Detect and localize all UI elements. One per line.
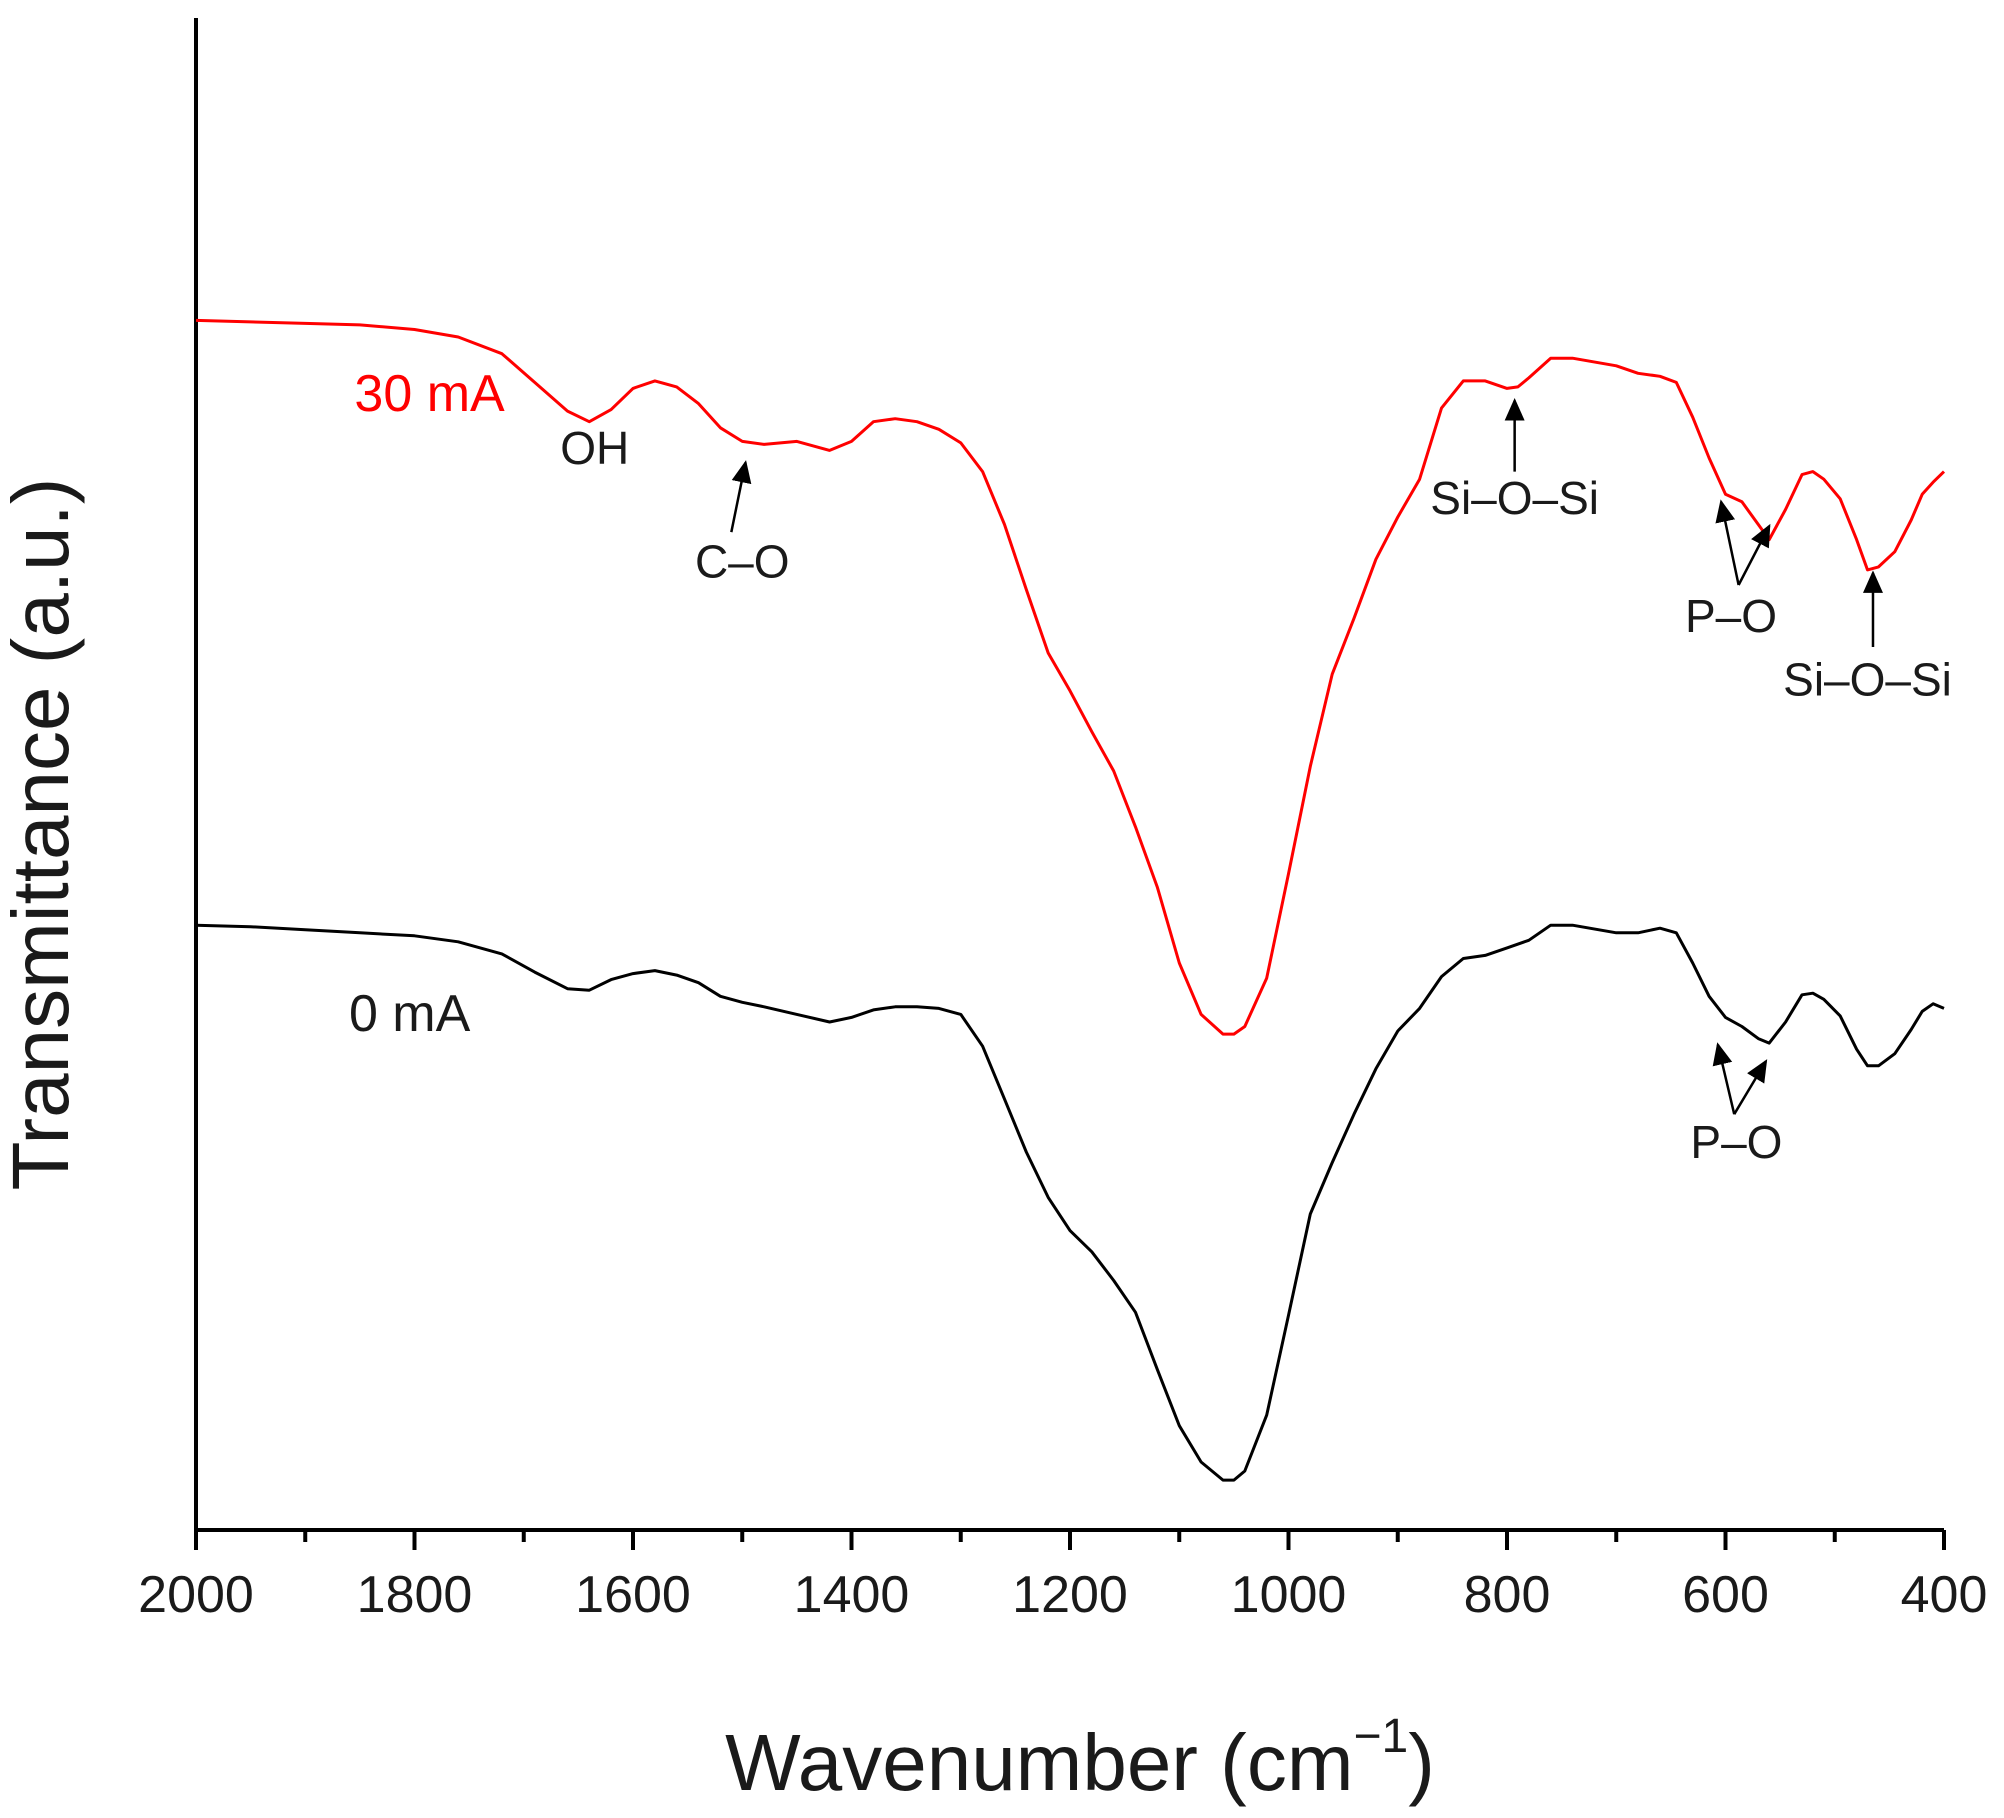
x-axis-title-superscript: −1 [1353,1710,1408,1763]
annotation-arrow [730,460,752,533]
series-line-0-ma [195,923,1945,1482]
annotations: OHC–OSi–O–SiP–OSi–O–SiP–O [560,398,1952,1168]
series-labels: 30 mA 0 mA [349,365,505,1043]
x-tick-label: 1200 [1012,1566,1128,1624]
plot-area [194,18,1944,1532]
x-tick-label: 1600 [575,1566,691,1624]
x-axis-ticks: 2000 1800 1600 1400 1200 1000 800 600 400 [138,1530,1987,1624]
annotation-arrow [1737,523,1771,586]
series-layer [195,318,1946,1482]
x-tick-label: 1000 [1231,1566,1347,1624]
peak-annotation: OH [560,422,629,474]
x-tick-label: 2000 [138,1566,254,1624]
x-tick-label: 600 [1682,1566,1769,1624]
x-axis-title: Wavenumber (cm−1) [725,1710,1435,1807]
peak-annotation: Si–O–Si [1783,653,1952,705]
y-axis-title: Transmittance (a.u.) [0,478,85,1191]
x-tick-label: 1800 [357,1566,473,1624]
annotation-arrow [1715,499,1740,586]
annotation-arrow [1712,1042,1736,1115]
series-line-30-ma [195,318,1946,1036]
x-tick-label: 1400 [794,1566,910,1624]
series-label: 0 mA [349,985,471,1043]
series-label: 30 mA [354,365,505,423]
peak-annotation: P–O [1685,590,1777,642]
x-axis-title-close: ) [1408,1718,1435,1807]
x-axis-title-main: Wavenumber (cm [725,1718,1353,1807]
peak-annotation: C–O [695,535,790,587]
peak-annotation: P–O [1690,1116,1782,1168]
x-tick-label: 800 [1464,1566,1551,1624]
x-tick-label: 400 [1901,1566,1988,1624]
annotation-arrow [1733,1059,1768,1115]
peak-annotation: Si–O–Si [1430,472,1599,524]
